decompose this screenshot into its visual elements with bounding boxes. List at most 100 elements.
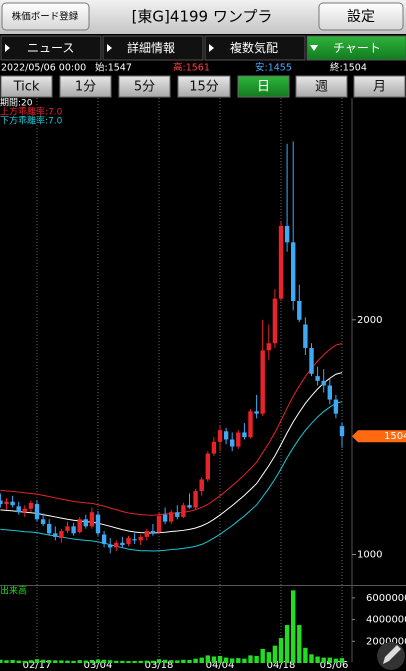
tab-quotes[interactable]: 複数気配: [204, 35, 306, 61]
x-tick-label: 03/18: [145, 660, 174, 671]
candle-body: [89, 512, 95, 527]
volume-bar: [333, 658, 339, 663]
candle-body: [0, 500, 3, 505]
candle-body: [284, 225, 290, 243]
volume-bar: [59, 660, 64, 663]
volume-bar: [205, 655, 210, 663]
volume-bar: [162, 659, 168, 663]
candle-body: [101, 534, 107, 544]
volume-bar: [291, 590, 296, 663]
period-label: 15分: [189, 80, 219, 95]
candle-body: [114, 542, 119, 548]
volume-bar: [266, 652, 271, 663]
candle-body: [28, 502, 34, 509]
candle-body: [59, 531, 64, 539]
tab-detail[interactable]: 詳細情報: [102, 35, 204, 61]
candle-body: [223, 431, 229, 440]
period-5m[interactable]: 5分: [118, 75, 171, 98]
candle-body: [150, 531, 156, 534]
volume-bar: [144, 660, 149, 663]
tab-news[interactable]: ニュース: [0, 35, 102, 61]
tab-label: チャート: [333, 41, 381, 55]
candle-body: [83, 519, 88, 527]
candle-body: [132, 539, 137, 541]
stock-title: [東G]4199 ワンプラ: [132, 8, 273, 26]
candle-body: [309, 347, 314, 374]
volume-bar: [10, 659, 15, 663]
tab-chart[interactable]: チャート: [306, 35, 406, 61]
candle-body: [315, 376, 320, 381]
volume-bar: [242, 658, 247, 663]
volume-bar: [315, 656, 320, 663]
volume-bar: [187, 659, 192, 663]
x-tick-label: 03/04: [84, 660, 113, 671]
candle-body: [144, 531, 149, 537]
register-button[interactable]: 株価ボード登録: [1, 2, 90, 31]
tab-label: ニュース: [27, 41, 74, 55]
draw-tool-button[interactable]: [377, 642, 405, 670]
volume-tick-label: 2000000: [366, 636, 406, 647]
candle-body: [205, 453, 210, 480]
period-week[interactable]: 週: [295, 75, 348, 98]
candle-body: [156, 515, 162, 533]
volume-bar: [28, 660, 34, 663]
x-tick-label: 02/17: [23, 660, 52, 671]
period-day[interactable]: 日: [237, 75, 290, 98]
candle-body: [278, 225, 284, 299]
volume-bar: [211, 656, 217, 663]
candle-body: [272, 298, 278, 344]
y-tick-label: 1000: [357, 549, 382, 560]
legend-entry: 上方乖離率:7.0: [0, 106, 63, 118]
volume-bar: [65, 660, 70, 663]
volume-bar: [126, 661, 131, 663]
candle-body: [303, 324, 308, 348]
volume-bar: [309, 654, 314, 663]
candle-body: [254, 411, 259, 414]
candle-body: [236, 432, 241, 447]
volume-bar: [284, 625, 290, 663]
volume-bar: [71, 660, 76, 663]
candle-body: [108, 545, 113, 548]
settings-button[interactable]: 設定: [318, 2, 404, 31]
volume-bar: [297, 625, 302, 663]
x-tick-label: 04/04: [206, 660, 235, 671]
volume-bar: [4, 660, 9, 663]
volume-bar: [34, 659, 40, 663]
period-1m[interactable]: 1分: [59, 75, 112, 98]
volume-bar: [278, 638, 284, 663]
volume-bar: [327, 657, 332, 663]
candle-body: [95, 514, 101, 534]
quote-high: 高:1561: [173, 62, 210, 74]
candle-body: [181, 505, 186, 517]
period-label: Tick: [13, 80, 40, 95]
volume-bar: [132, 660, 137, 663]
volume-bar: [156, 659, 162, 663]
candle-body: [297, 301, 302, 320]
tab-label: 複数気配: [230, 40, 278, 55]
legend-entry: 期間:20: [0, 98, 33, 109]
period-label: 1分: [75, 80, 96, 95]
volume-bar: [120, 660, 125, 663]
candle-body: [333, 399, 339, 414]
volume-bar: [83, 660, 88, 663]
candle-body: [266, 343, 271, 351]
candle-body: [321, 380, 326, 386]
candle-body: [211, 441, 217, 454]
candle-body: [230, 439, 235, 447]
candle-body: [187, 505, 192, 508]
volume-label: 出来高: [0, 585, 27, 597]
plot: 02/17 03/04 03/18 04/04 04/18 05/06 1000 2000 20…: [0, 98, 406, 671]
volume-bar: [77, 660, 82, 663]
period-15m[interactable]: 15分: [177, 75, 231, 98]
volume-tick-label: 4000000: [366, 615, 406, 626]
x-tick-label: 04/18: [267, 660, 296, 671]
candle-body: [126, 538, 131, 544]
period-tick[interactable]: Tick: [0, 75, 53, 98]
candle-body: [65, 526, 70, 532]
candle-body: [138, 536, 143, 541]
period-month[interactable]: 月: [353, 75, 406, 98]
volume-bar: [199, 657, 204, 663]
candle-body: [40, 519, 46, 524]
candle-body: [162, 514, 168, 522]
